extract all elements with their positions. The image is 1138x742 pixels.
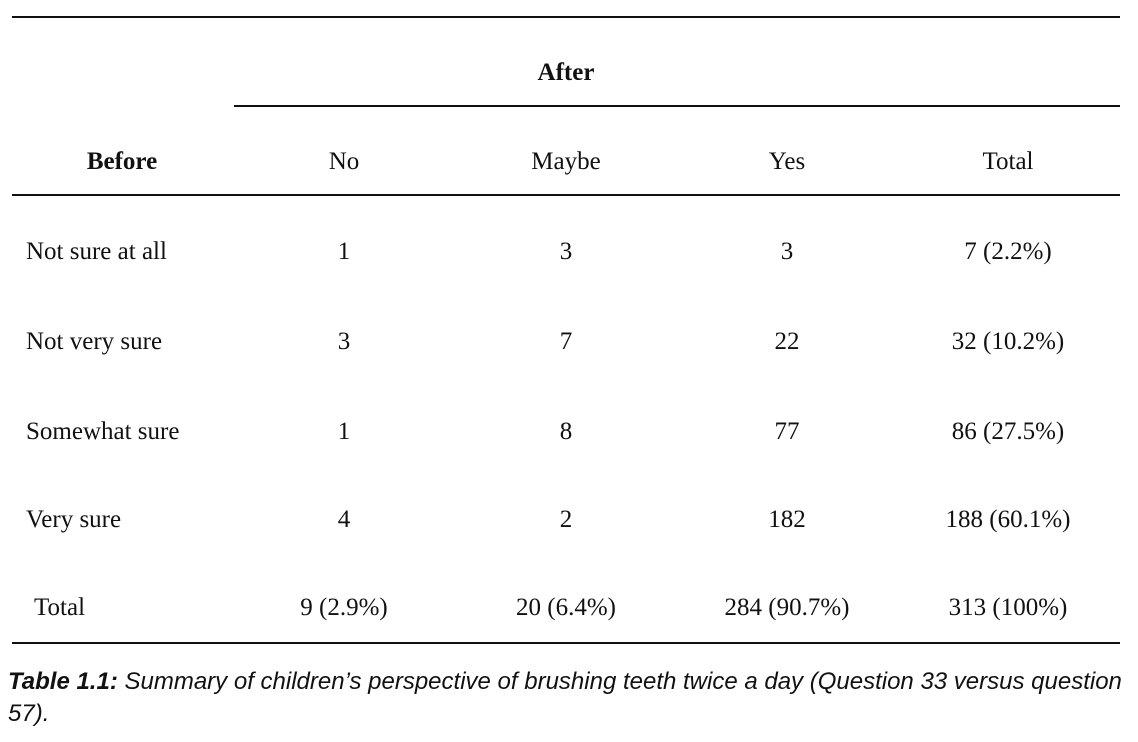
column-header-no: No xyxy=(328,148,360,175)
table-caption: Table 1.1: Summary of children’s perspec… xyxy=(8,666,1132,730)
table-cell: 188 (60.1%) xyxy=(945,506,1071,533)
table-cell: 77 xyxy=(774,418,800,445)
after-group-header: After xyxy=(537,59,595,86)
table-cell: 20 (6.4%) xyxy=(516,594,616,621)
after-group-rule xyxy=(234,105,1120,107)
table-cell: 1 xyxy=(337,418,351,445)
before-row-header: Before xyxy=(86,148,158,175)
table-cell: 3 xyxy=(559,238,573,265)
table-cell: 284 (90.7%) xyxy=(724,594,850,621)
row-label: Very sure xyxy=(26,506,122,533)
table-cell: 86 (27.5%) xyxy=(951,418,1065,445)
table-cell: 22 xyxy=(774,328,800,355)
table-cell: 1 xyxy=(337,238,351,265)
table-cell: 32 (10.2%) xyxy=(951,328,1065,355)
column-header-total: Total xyxy=(982,148,1034,175)
table-cell: 9 (2.9%) xyxy=(300,594,388,621)
row-label: Somewhat sure xyxy=(26,418,180,445)
table-top-rule xyxy=(12,16,1120,18)
table-cell: 4 xyxy=(337,506,351,533)
table-cell: 7 xyxy=(559,328,573,355)
column-header-maybe: Maybe xyxy=(531,148,601,175)
row-label: Total xyxy=(34,594,86,621)
table-cell: 313 (100%) xyxy=(948,594,1068,621)
table-cell: 3 xyxy=(337,328,351,355)
row-label: Not very sure xyxy=(26,328,163,355)
table-cell: 3 xyxy=(780,238,794,265)
table-cell: 7 (2.2%) xyxy=(964,238,1052,265)
table-header-rule xyxy=(12,194,1120,196)
row-label: Not sure at all xyxy=(26,238,167,265)
table-cell: 182 xyxy=(768,506,806,533)
table-cell: 2 xyxy=(559,506,573,533)
caption-label: Table 1.1: xyxy=(8,668,118,695)
caption-text: Summary of children’s perspective of bru… xyxy=(8,668,1122,727)
table-cell: 8 xyxy=(559,418,573,445)
column-header-yes: Yes xyxy=(768,148,806,175)
table-bottom-rule xyxy=(12,642,1120,644)
